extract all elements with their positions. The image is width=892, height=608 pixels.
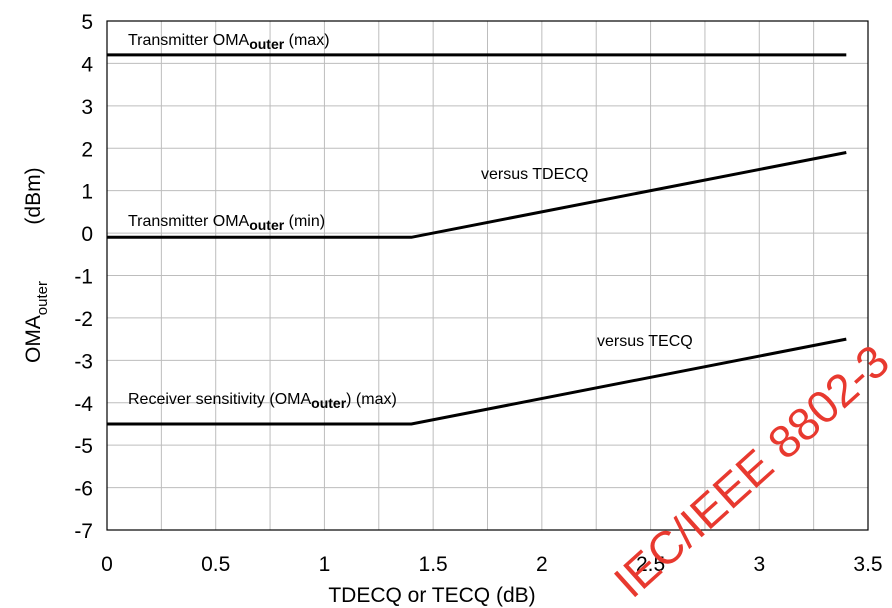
svg-text:OMAouter: OMAouter: [22, 281, 51, 363]
series-line-3: [107, 337, 847, 426]
x-tick-label: 0: [101, 553, 113, 576]
series-lines: [107, 53, 847, 426]
y-tick-label: -4: [74, 393, 93, 416]
watermark: IEC/IEEE 8802-3: [604, 334, 892, 607]
y-tick-label: -2: [74, 308, 93, 331]
y-tick-label: 5: [81, 11, 93, 34]
annotation-versus-tdecq: versus TDECQ: [481, 166, 588, 183]
svg-text:IEC/IEEE 8802-3: IEC/IEEE 8802-3: [604, 334, 892, 607]
y-tick-label: -6: [74, 478, 93, 501]
y-axis-unit: (dBm): [22, 167, 45, 224]
y-tick-label: -5: [74, 435, 93, 458]
y-tick-label: 3: [81, 96, 93, 119]
x-axis-title: TDECQ or TECQ (dB): [328, 584, 535, 607]
annotation-tx-min: Transmitter OMAouter (min): [128, 213, 325, 233]
grid: [107, 21, 868, 530]
y-tick-label: -1: [74, 266, 93, 289]
annotation-tx-max: Transmitter OMAouter (max): [128, 32, 330, 52]
series-line-2: [107, 151, 847, 239]
x-tick-label: 0.5: [201, 553, 230, 576]
annotation-rx-sensitivity: Receiver sensitivity (OMAouter) (max): [128, 391, 397, 411]
x-tick-labels: 0 0.5 1 1.5 2 2.5 3 3.5: [101, 553, 882, 576]
x-tick-label: 3: [753, 553, 765, 576]
y-tick-label: 2: [81, 138, 93, 161]
y-tick-label: 4: [81, 53, 93, 76]
y-tick-label: 1: [81, 181, 93, 204]
x-tick-label: 1: [319, 553, 331, 576]
x-tick-label: 2.5: [636, 553, 665, 576]
annotation-versus-tecq: versus TECQ: [597, 333, 693, 350]
x-tick-label: 3.5: [853, 553, 882, 576]
x-tick-label: 2: [536, 553, 548, 576]
x-tick-label: 1.5: [419, 553, 448, 576]
plot-frame: [106, 20, 869, 531]
svg-text:(dBm): (dBm): [22, 167, 45, 224]
y-tick-label: -7: [74, 520, 93, 543]
y-axis-title: OMAouter: [22, 281, 51, 363]
y-tick-label: -3: [74, 350, 93, 373]
y-tick-labels: 5 4 3 2 1 0 -1 -2 -3 -4 -5 -6 -7: [74, 11, 93, 543]
y-tick-label: 0: [81, 223, 93, 246]
